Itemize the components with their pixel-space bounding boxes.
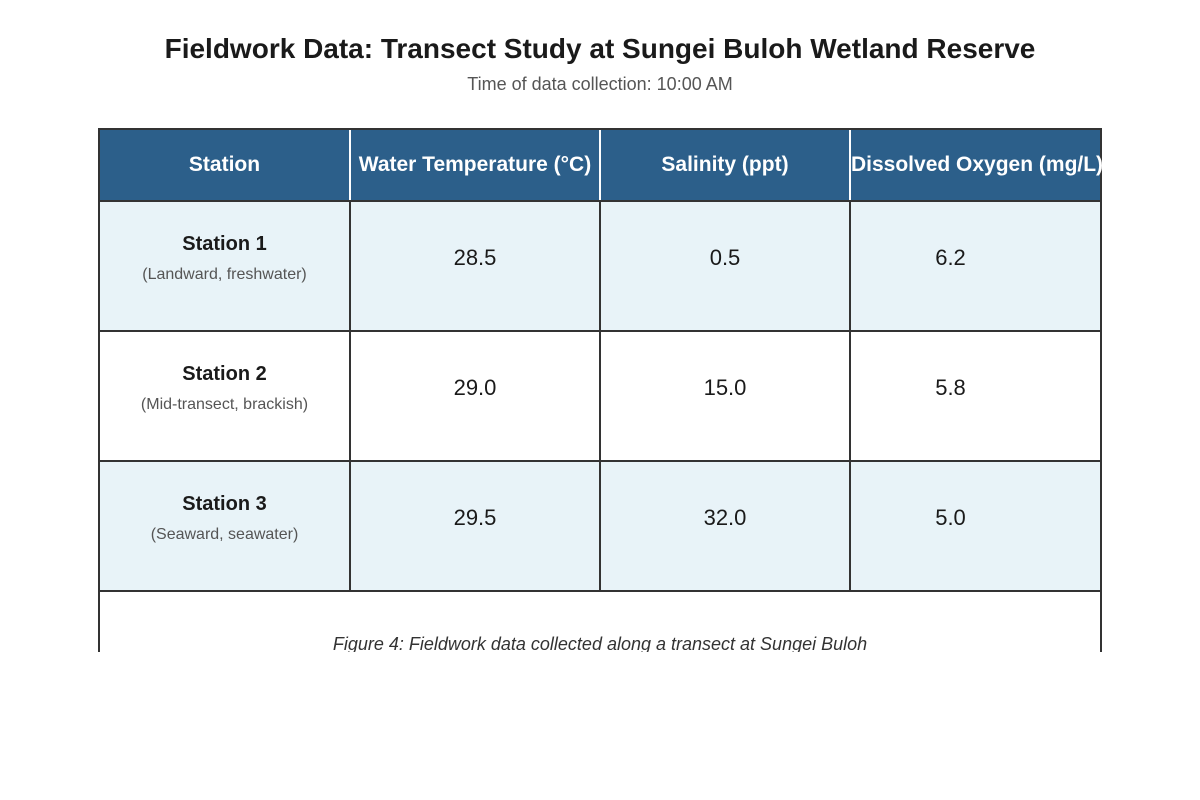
station-name: Station 2	[182, 363, 267, 385]
station-name: Station 1	[182, 233, 267, 255]
page-title: Fieldwork Data: Transect Study at Sungei…	[164, 33, 1036, 64]
oxygen-cell: 6.2	[850, 201, 1100, 332]
salinity-cell: 32.0	[600, 461, 851, 592]
salinity-value: 15.0	[703, 375, 747, 400]
column-header-oxygen: Dissolved Oxygen (mg/L)	[850, 130, 1103, 202]
salinity-cell: 0.5	[600, 201, 851, 332]
station-cell: Station 3 (Seaward, seawater)	[100, 461, 351, 592]
oxygen-cell: 5.8	[850, 331, 1100, 462]
caption-box: Figure 4: Fieldwork data collected along…	[100, 590, 1100, 652]
station-description: (Seaward, seawater)	[150, 526, 299, 543]
data-table: Station Water Temperature (°C) Salinity …	[100, 130, 1103, 592]
temperature-cell: 29.0	[350, 331, 601, 462]
station-description: (Landward, freshwater)	[142, 266, 307, 283]
column-header-temperature: Water Temperature (°C)	[350, 130, 601, 202]
oxygen-value: 6.2	[935, 245, 966, 270]
table-header-row: Station Water Temperature (°C) Salinity …	[100, 130, 1103, 202]
oxygen-value: 5.0	[935, 505, 966, 530]
temperature-value: 28.5	[453, 245, 497, 270]
table-row: Station 2 (Mid-transect, brackish) 29.0 …	[100, 331, 1100, 462]
temperature-value: 29.0	[453, 375, 497, 400]
oxygen-cell: 5.0	[850, 461, 1100, 592]
oxygen-value: 5.8	[935, 375, 966, 400]
station-cell: Station 2 (Mid-transect, brackish)	[100, 331, 351, 462]
column-header-station: Station	[100, 130, 351, 202]
column-header-salinity: Salinity (ppt)	[600, 130, 851, 202]
station-description: (Mid-transect, brackish)	[140, 396, 309, 413]
figure-caption: Figure 4: Fieldwork data collected along…	[332, 634, 868, 652]
table-frame: Station Water Temperature (°C) Salinity …	[98, 128, 1103, 652]
station-name: Station 3	[182, 493, 267, 515]
table-row: Station 3 (Seaward, seawater) 29.5 32.0 …	[100, 461, 1100, 592]
temperature-cell: 28.5	[350, 201, 601, 332]
salinity-value: 0.5	[709, 245, 741, 270]
station-cell: Station 1 (Landward, freshwater)	[100, 201, 351, 332]
temperature-cell: 29.5	[350, 461, 601, 592]
temperature-value: 29.5	[453, 505, 497, 530]
salinity-cell: 15.0	[600, 331, 851, 462]
page-subtitle: Time of data collection: 10:00 AM	[467, 74, 733, 94]
table-row: Station 1 (Landward, freshwater) 28.5 0.…	[100, 201, 1100, 332]
salinity-value: 32.0	[703, 505, 747, 530]
